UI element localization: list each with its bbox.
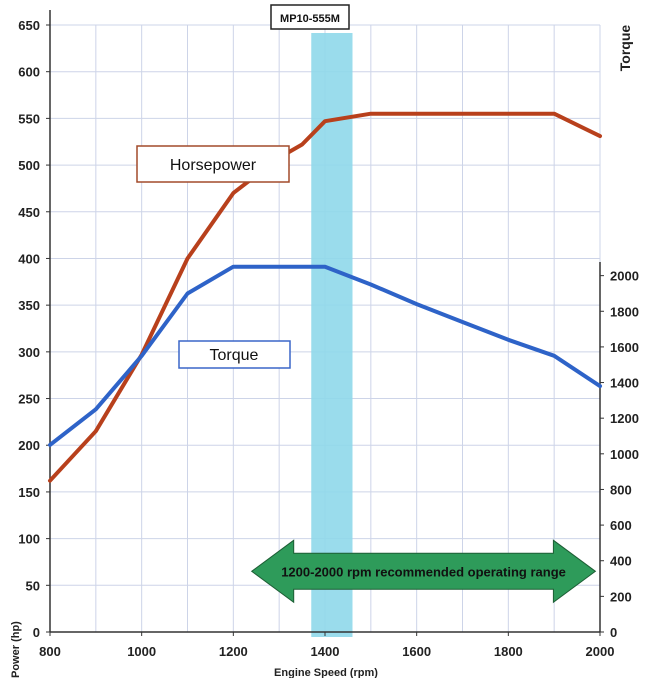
right-tick-label: 0 [610,625,617,640]
right-tick-label: 400 [610,554,632,569]
chart-title: MP10-555M [280,13,340,25]
axes: 0 50 100 150 200 250 300 350 400 450 500 550 600 650 0… [18,10,639,659]
right-tick-label: 1400 [610,376,639,391]
range-arrow-shape [250,539,597,604]
left-tick-label: 600 [18,65,40,80]
left-tick-label: 50 [26,578,40,593]
right-tick-label: 600 [610,518,632,533]
horsepower-label: Horsepower [170,157,257,174]
left-tick-label: 0 [33,625,40,640]
right-tick-label: 1200 [610,411,639,426]
left-tick-label: 350 [18,298,40,313]
right-axis-label: Torque [617,25,633,72]
x-tick-label: 2000 [586,644,615,659]
series-layer [48,111,602,483]
left-tick-label: 450 [18,205,40,220]
right-tick-label: 1600 [610,340,639,355]
left-tick-label: 200 [18,438,40,453]
left-tick-label: 550 [18,111,40,126]
torque-label: Torque [210,347,259,364]
right-tick-label: 2000 [610,269,639,284]
right-tick-label: 200 [610,589,632,604]
horsepower-label-box: Horsepower [136,145,290,183]
series-line-horsepower [48,111,602,483]
left-tick-label: 650 [18,18,40,33]
x-tick-label: 1400 [311,644,340,659]
x-tick-label: 1000 [127,644,156,659]
x-axis-label: Engine Speed (rpm) [274,667,378,678]
x-tick-label: 1600 [402,644,431,659]
series-line-torque [48,264,602,447]
x-tick-label: 1200 [219,644,248,659]
left-tick-label: 400 [18,251,40,266]
left-tick-label: 100 [18,532,40,547]
x-tick-label: 1800 [494,644,523,659]
torque-label-box: Torque [178,340,291,369]
highlight-band [311,33,353,637]
left-tick-label: 150 [18,485,40,500]
right-tick-label: 1800 [610,304,639,319]
left-tick-label: 250 [18,392,40,407]
range-arrow-text: 1200-2000 rpm recommended operating rang… [281,564,566,579]
right-tick-label: 1000 [610,447,639,462]
left-axis-label: Power (hp) [10,621,22,678]
x-tick-label: 800 [39,644,61,659]
operating-band [311,33,353,637]
left-tick-label: 500 [18,158,40,173]
right-tick-label: 800 [610,482,632,497]
title-box: MP10-555M [270,4,350,30]
range-arrow: 1200-2000 rpm recommended operating rang… [250,539,597,604]
left-tick-label: 300 [18,345,40,360]
